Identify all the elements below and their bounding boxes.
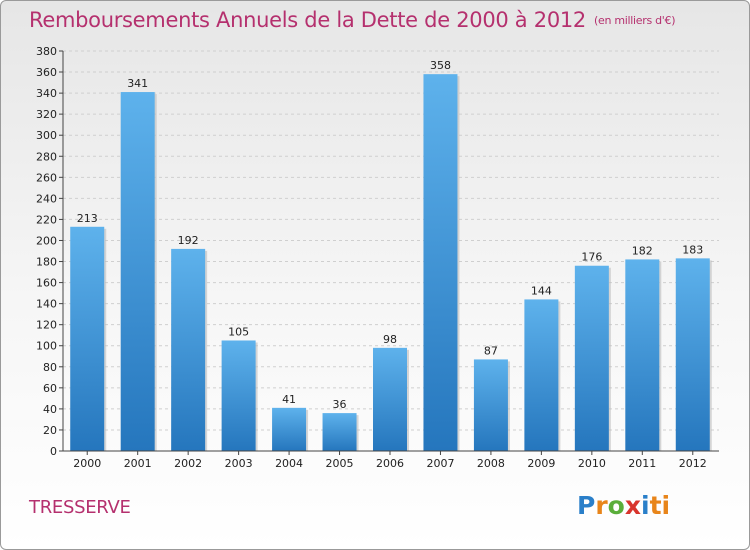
y-tick-label: 60 — [43, 382, 57, 395]
x-tick-label: 2005 — [326, 457, 354, 470]
bars — [70, 74, 712, 451]
bar-2009 — [524, 299, 559, 451]
x-tick-label: 2004 — [275, 457, 303, 470]
bar-2008 — [473, 359, 508, 451]
y-tick-label: 40 — [43, 403, 57, 416]
x-tick-label: 2009 — [527, 457, 555, 470]
bar-2010 — [574, 265, 609, 451]
bar-2004 — [272, 407, 307, 451]
x-tick-label: 2002 — [174, 457, 202, 470]
bar-2006 — [373, 347, 407, 451]
value-label: 176 — [581, 251, 602, 264]
unit-note: (en milliers d'€) — [594, 14, 676, 27]
bar-2002 — [171, 248, 206, 451]
value-label: 341 — [127, 77, 148, 90]
bar-2007 — [423, 74, 458, 451]
y-tick-label: 340 — [36, 87, 57, 100]
value-label: 144 — [531, 284, 552, 297]
value-label: 87 — [484, 344, 498, 357]
value-label: 183 — [682, 243, 703, 256]
y-tick-label: 220 — [36, 213, 57, 226]
value-label: 36 — [333, 398, 347, 411]
bar-2000 — [70, 226, 105, 451]
y-tick-label: 140 — [36, 298, 57, 311]
y-tick-label: 100 — [36, 340, 57, 353]
value-label: 105 — [228, 325, 249, 338]
y-tick-label: 380 — [36, 45, 57, 58]
y-axis-ticks: 0 20 40 60 80 100 120 140 160 180 200 220 240 260 280 3… — [36, 45, 63, 458]
x-tick-label: 2011 — [628, 457, 656, 470]
y-tick-label: 120 — [36, 319, 57, 332]
bar-2001 — [120, 92, 155, 451]
logo-letter: r — [595, 491, 608, 520]
y-tick-label: 240 — [36, 192, 57, 205]
x-tick-label: 2000 — [73, 457, 101, 470]
value-label: 213 — [77, 212, 98, 225]
y-tick-label: 80 — [43, 361, 57, 374]
value-label: 182 — [632, 244, 653, 257]
bar-2003 — [221, 340, 256, 451]
value-label: 192 — [178, 234, 199, 247]
y-tick-label: 0 — [50, 445, 57, 458]
x-tick-label: 2006 — [376, 457, 404, 470]
y-tick-label: 260 — [36, 171, 57, 184]
proxiti-logo: Proxiti — [577, 491, 670, 520]
value-label: 98 — [383, 333, 397, 346]
commune-name: TRESSERVE — [29, 497, 131, 518]
x-tick-label: 2007 — [426, 457, 454, 470]
bar-2005 — [322, 413, 357, 451]
value-label: 358 — [430, 59, 451, 72]
bar-2012 — [675, 258, 710, 451]
x-tick-label: 2003 — [225, 457, 253, 470]
axes — [62, 51, 719, 452]
x-axis-ticks: 2000 2001 2002 2003 2004 2005 2006 2007 2008 2009… — [73, 451, 707, 470]
value-labels: 213 341 192 105 41 36 98 358 87 144 176 182 183 — [77, 59, 704, 411]
y-tick-label: 320 — [36, 108, 57, 121]
logo-letter: x — [624, 491, 641, 520]
x-tick-label: 2010 — [578, 457, 606, 470]
value-label: 41 — [282, 393, 296, 406]
chart-title-text: Remboursements Annuels de la Dette de 20… — [29, 8, 586, 32]
bar-2011 — [625, 259, 660, 451]
y-tick-label: 200 — [36, 234, 57, 247]
logo-letter: i — [641, 491, 650, 520]
chart-title: Remboursements Annuels de la Dette de 20… — [29, 8, 675, 32]
x-tick-label: 2012 — [679, 457, 707, 470]
y-tick-label: 280 — [36, 150, 57, 163]
y-tick-label: 300 — [36, 129, 57, 142]
logo-letter: o — [607, 491, 625, 520]
logo-letter: ti — [649, 491, 671, 520]
y-tick-label: 160 — [36, 277, 57, 290]
x-tick-label: 2008 — [477, 457, 505, 470]
x-tick-label: 2001 — [124, 457, 152, 470]
y-tick-label: 360 — [36, 66, 57, 79]
y-tick-label: 180 — [36, 256, 57, 269]
y-tick-label: 20 — [43, 424, 57, 437]
logo-letter: P — [577, 491, 596, 520]
